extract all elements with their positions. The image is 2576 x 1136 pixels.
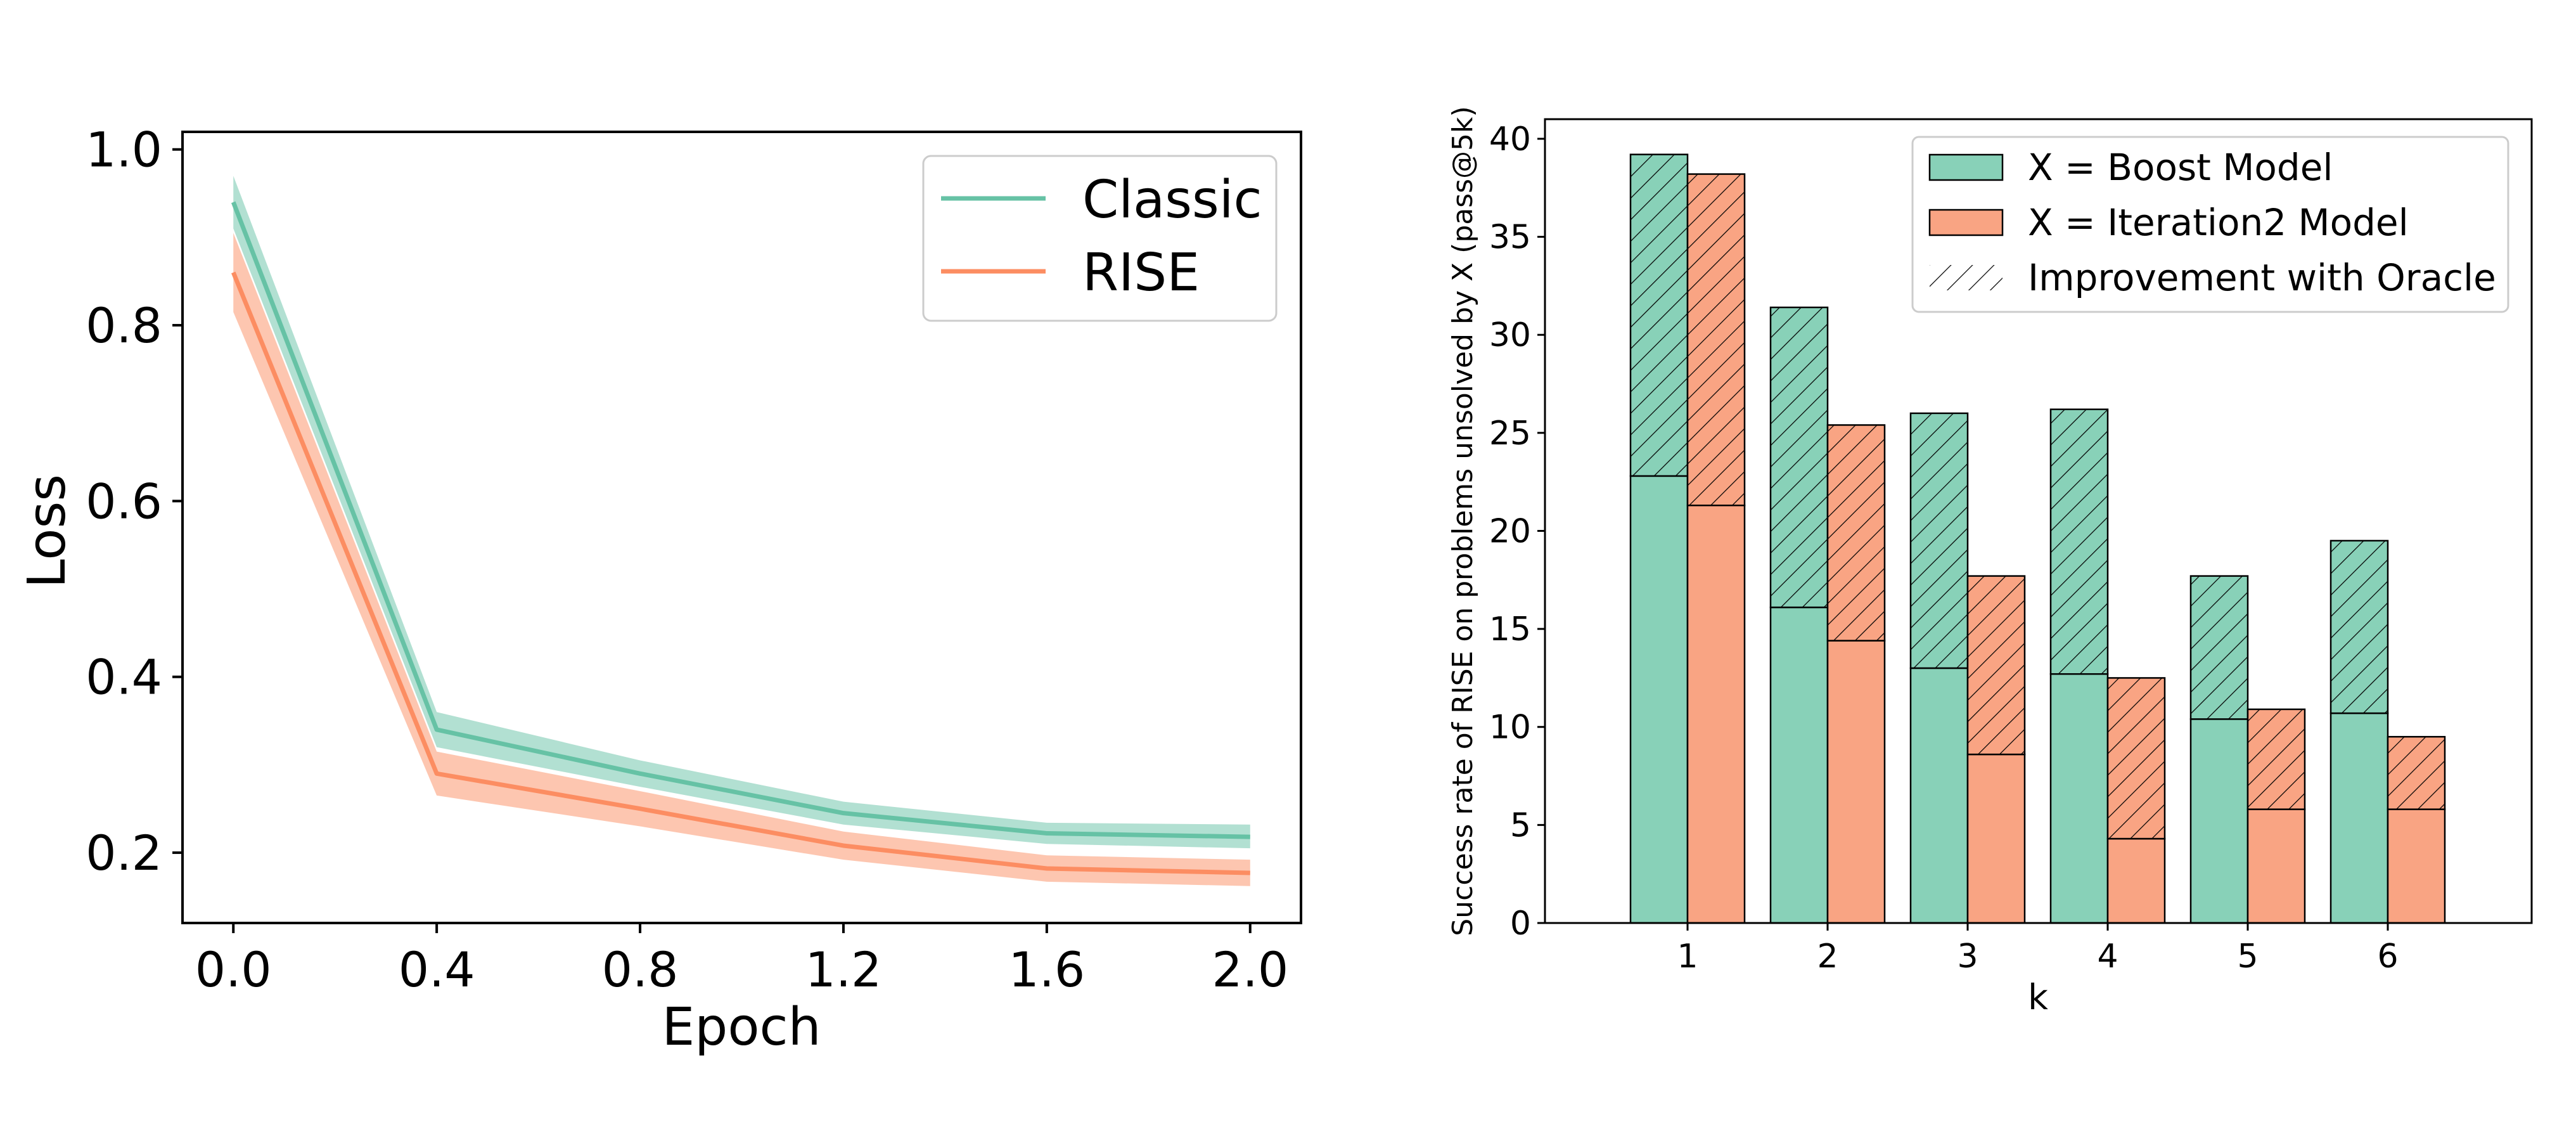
x-tick-label: 0.0: [195, 941, 272, 998]
bar-iteration2-base-k4: [2106, 837, 2166, 924]
x-tick-label: 6: [2377, 938, 2398, 976]
y-tick-label: 0: [1510, 905, 1531, 943]
x-tick-label: 5: [2237, 938, 2258, 976]
x-axis-label: Epoch: [662, 997, 821, 1057]
x-tick-label: 3: [1957, 938, 1978, 976]
bar-boost-base-k4: [2049, 673, 2109, 924]
line-classic: [231, 201, 1250, 839]
y-tick-label: 15: [1489, 610, 1531, 649]
success-rate-chart: 1 2 3 4 5 6 0 5 10 15 20 25 30 35 40 k Success rate o…: [1447, 106, 2533, 1017]
x-axis-ticks: 1 2 3 4 5 6: [1677, 923, 2399, 976]
y-tick-label: 1.0: [86, 122, 162, 178]
legend-label-oracle: Improvement with Oracle: [2028, 256, 2496, 299]
legend-frame: [1911, 136, 2509, 313]
y-axis-label: Loss: [17, 474, 77, 588]
hatch-boost-k3: [1911, 413, 1968, 668]
x-axis-ticks: 0.0 0.4 0.8 1.2 1.6 2.0: [195, 923, 1288, 998]
x-tick-label: 1: [1677, 938, 1698, 976]
x-tick-label: 2: [1817, 938, 1838, 976]
x-tick-label: 1.2: [805, 941, 882, 998]
hatch-iteration2-k3: [1968, 576, 2025, 755]
legend-patch-iteration2: [1928, 209, 2004, 236]
legend: Classic RISE: [922, 155, 1278, 322]
y-tick-label: 0.8: [86, 297, 162, 354]
x-tick-label: 2.0: [1212, 941, 1288, 998]
bar-boost-base-k1: [1629, 475, 1689, 924]
series-lines: [231, 201, 1250, 875]
hatch-iteration2-k4: [2108, 678, 2165, 839]
y-axis-ticks: 0 5 10 15 20 25 30 35 40: [1489, 120, 1545, 943]
y-tick-label: 25: [1489, 415, 1531, 453]
x-tick-label: 0.4: [399, 941, 475, 998]
hatch-boost-k6: [2331, 540, 2388, 714]
y-tick-label: 0.2: [86, 825, 162, 881]
plot-frame: [1544, 118, 2533, 924]
legend-label-rise: RISE: [1082, 243, 1200, 303]
plot-frame: [181, 131, 1302, 924]
legend-label-boost: X = Boost Model: [2028, 146, 2333, 189]
bar-boost-base-k2: [1769, 606, 1829, 924]
bar-iteration2-base-k2: [1826, 640, 1886, 924]
y-tick-label: 0.6: [86, 473, 162, 529]
x-axis-label: k: [2028, 977, 2048, 1017]
y-axis-label: Success rate of RISE on problems unsolve…: [1447, 106, 1479, 936]
y-tick-label: 5: [1510, 806, 1531, 844]
x-tick-label: 4: [2097, 938, 2118, 976]
bar-boost-base-k6: [2329, 712, 2389, 924]
hatch-iteration2-k2: [1828, 425, 1885, 641]
x-tick-label: 0.8: [602, 941, 679, 998]
y-tick-label: 35: [1489, 219, 1531, 257]
hatch-boost-k1: [1631, 154, 1688, 476]
y-axis-ticks: 0.2 0.4 0.6 0.8 1.0: [86, 122, 183, 881]
legend-label-classic: Classic: [1082, 170, 1262, 230]
y-tick-label: 20: [1489, 512, 1531, 550]
hatch-iteration2-k1: [1688, 174, 1745, 506]
hatch-boost-k4: [2051, 409, 2108, 674]
legend-patch-oracle: [1930, 265, 2002, 290]
bars: [1629, 153, 2446, 924]
legend-label-iteration2: X = Iteration2 Model: [2028, 201, 2409, 244]
y-tick-label: 40: [1489, 120, 1531, 158]
hatch-iteration2-k6: [2388, 737, 2445, 810]
y-tick-label: 10: [1489, 709, 1531, 747]
y-tick-label: 30: [1489, 316, 1531, 354]
bar-boost-base-k5: [2189, 718, 2249, 924]
bar-iteration2-base-k5: [2246, 808, 2306, 924]
hatch-boost-k2: [1771, 307, 1828, 608]
line-rise: [231, 271, 1250, 875]
legend: X = Boost Model X = Iteration2 Model Imp…: [1911, 136, 2509, 313]
legend-patch-boost: [1928, 153, 2004, 181]
bar-iteration2-base-k1: [1686, 505, 1746, 924]
y-tick-label: 0.4: [86, 649, 162, 706]
loss-chart: 0.0 0.4 0.8 1.2 1.6 2.0 0.2 0.4 0.6 0.8 1.0 Epoch…: [17, 122, 1302, 1057]
hatch-boost-k5: [2191, 576, 2248, 720]
x-tick-label: 1.6: [1008, 941, 1085, 998]
bar-iteration2-base-k6: [2387, 808, 2446, 924]
hatch-iteration2-k5: [2248, 709, 2305, 810]
bar-boost-base-k3: [1909, 667, 1969, 924]
bar-iteration2-base-k3: [1966, 753, 2026, 924]
